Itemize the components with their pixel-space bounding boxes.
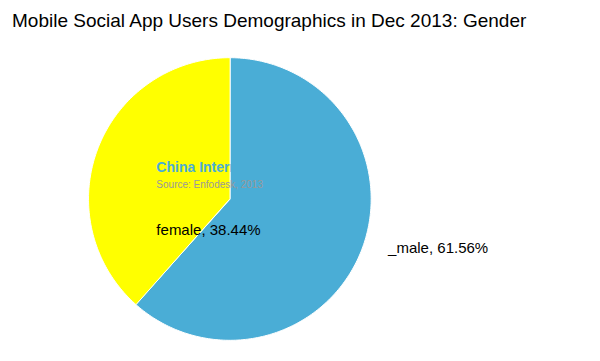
html-text:Mobile Social App Users Demogr: Mobile Social App Users Demographics in … [12, 10, 527, 31]
svg-text:female, 38.44%: female, 38.44% [156, 221, 260, 238]
svg-text:_male, 61.56%: _male, 61.56% [387, 239, 488, 256]
svg-text:China Internet Watch: China Internet Watch [156, 159, 296, 175]
svg-text:Source: Enfodesk, 2013: Source: Enfodesk, 2013 [156, 179, 263, 190]
